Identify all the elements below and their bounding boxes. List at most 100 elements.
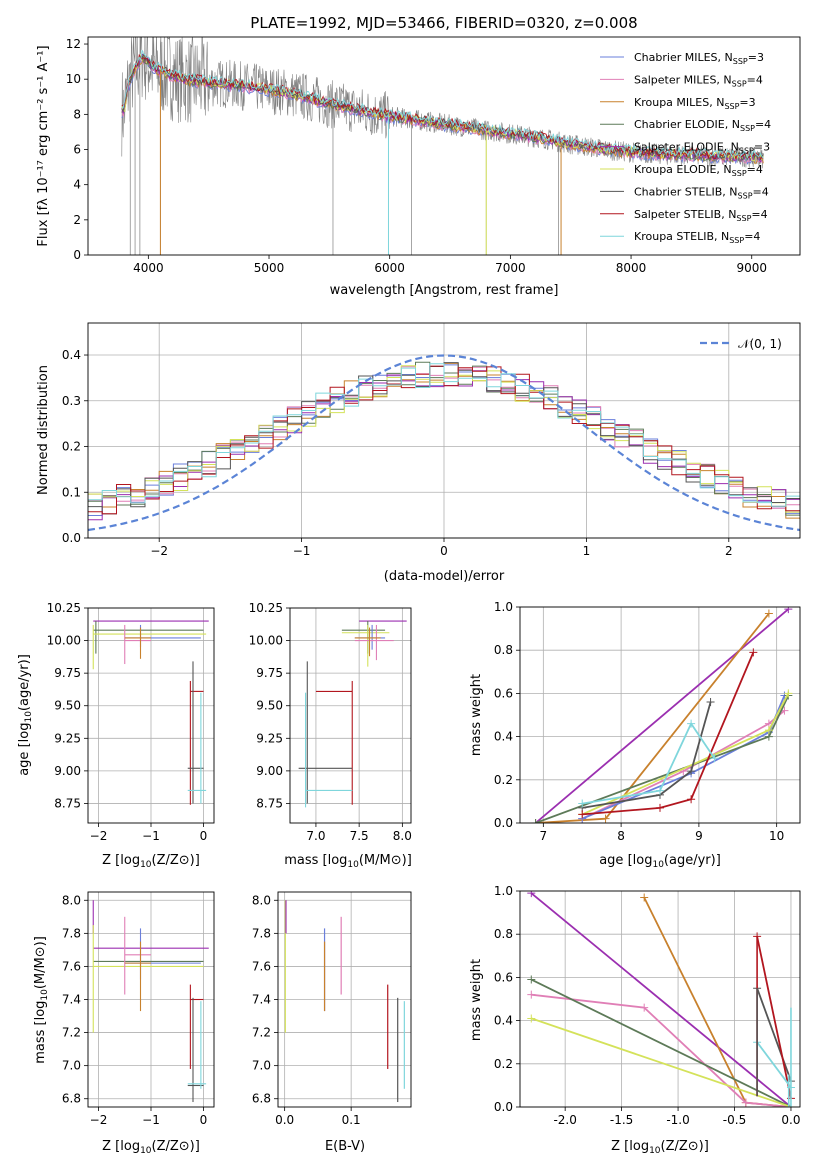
x-tick-label: 4000 — [133, 261, 164, 275]
legend-label: Salpeter STELIB, NSSP=4 — [634, 208, 768, 223]
x-tick-label: 1 — [583, 544, 591, 558]
legend-label: Chabrier STELIB, NSSP=4 — [634, 185, 769, 200]
weight-vs-Z-panel-frame — [519, 890, 801, 1108]
spectrum-panel-ticks: 4000 5000 6000 7000 8000 9000 0 2 4 6 8 10 12 — [66, 37, 767, 275]
x-axis-label: age [log10(age/yr)] — [599, 853, 721, 870]
legend-label: Kroupa MILES, NSSP=3 — [634, 96, 756, 111]
weight-marker — [527, 1014, 536, 1023]
y-tick-label: 12 — [66, 37, 81, 51]
residual-panel-plot — [88, 354, 800, 532]
weight-series — [582, 652, 755, 816]
x-axis-label: (data-model)/error — [384, 569, 505, 584]
weight-vs-Z-panel-ticks: -2.0 -1.5 -1.0 -0.5 0.0 0.0 0.2 0.4 0.6 0.8 1.0 — [494, 884, 801, 1127]
weight-marker — [710, 754, 719, 763]
weight-marker — [764, 726, 773, 735]
weight-marker — [784, 607, 793, 614]
mass-vs-Z-panel: −2 −1 0 6.8 7.0 7.2 7.4 7.6 7.8 8.0 — [62, 891, 215, 1127]
legend-label: Kroupa STELIB, NSSP=4 — [634, 230, 760, 245]
weight-marker — [749, 648, 758, 657]
weight-marker — [741, 1098, 750, 1107]
age-vs-Z-panel-plot — [92, 620, 209, 805]
x-tick-label: 7.0 — [306, 829, 325, 843]
y-tick-label: 0.6 — [494, 970, 513, 984]
x-tick-label: −1 — [142, 1113, 160, 1127]
spectrum-legend: Chabrier MILES, NSSP=3 Salpeter MILES, NS… — [600, 51, 771, 245]
y-tick-label: 0.8 — [494, 927, 513, 941]
y-tick-label: 7.0 — [62, 1059, 81, 1073]
age-vs-mass-panel-frame — [289, 607, 412, 824]
y-tick-label: 0.2 — [494, 773, 513, 787]
y-tick-label: 0.2 — [62, 440, 81, 454]
weight-marker — [640, 1003, 649, 1012]
weight-series — [535, 695, 790, 823]
mass-vs-ebv-panel-grid — [278, 892, 411, 1107]
weight-series — [530, 978, 792, 1107]
x-tick-label: 8000 — [616, 261, 647, 275]
age-vs-mass-panel: 7.0 7.5 8.0 8.75 9.00 9.25 9.50 9.75 10.00 10.25 — [249, 601, 412, 843]
weight-vs-Z-panel: -2.0 -1.5 -1.0 -0.5 0.0 0.0 0.2 0.4 0.6 0.8 1.0 — [494, 884, 801, 1127]
y-tick-label: 7.2 — [62, 1026, 81, 1040]
weight-marker — [531, 819, 540, 823]
residual-histogram — [88, 363, 800, 507]
y-tick-label: 0.4 — [494, 730, 513, 744]
y-tick-label: 1.0 — [494, 600, 513, 614]
x-axis-label: mass [log10(M/M⊙)] — [284, 853, 412, 870]
y-tick-label: 10.00 — [47, 634, 81, 648]
y-tick-label: 0 — [73, 248, 81, 262]
x-tick-label: −2 — [90, 1113, 108, 1127]
x-tick-label: 0.0 — [781, 1113, 800, 1127]
x-tick-label: 9 — [695, 829, 703, 843]
x-axis-label: E(B-V) — [325, 1139, 365, 1154]
weight-series — [535, 608, 789, 823]
y-tick-label: 7.4 — [62, 993, 81, 1007]
y-tick-label: 0.0 — [494, 816, 513, 830]
age-vs-mass-panel-plot — [298, 620, 407, 808]
y-axis-label: mass weight — [469, 674, 484, 756]
legend-label: Chabrier ELODIE, NSSP=4 — [634, 118, 771, 133]
weight-marker — [687, 767, 696, 776]
y-tick-label: 9.00 — [256, 764, 283, 778]
legend-label: Salpeter MILES, NSSP=4 — [634, 73, 763, 88]
y-tick-label: 9.25 — [54, 731, 81, 745]
y-tick-label: 7.6 — [252, 959, 271, 973]
x-tick-label: −2 — [90, 829, 108, 843]
x-tick-label: 0 — [440, 544, 448, 558]
residual-panel: −2 −1 0 1 2 0.0 0.1 0.2 0.3 0.4 — [62, 322, 801, 558]
y-axis-label: mass [log10(M/M⊙)] — [33, 936, 50, 1064]
x-tick-label: 9000 — [736, 261, 767, 275]
y-tick-label: 9.50 — [54, 699, 81, 713]
weight-marker — [687, 719, 696, 728]
weight-marker — [764, 609, 773, 618]
weight-marker — [527, 975, 536, 984]
y-tick-label: 0.0 — [494, 1100, 513, 1114]
weight-vs-age-panel-ticks: 7 8 9 10 0.0 0.2 0.4 0.6 0.8 1.0 — [494, 600, 784, 843]
weight-series — [582, 721, 716, 805]
residual-panel-ticks: −2 −1 0 1 2 0.0 0.1 0.2 0.3 0.4 — [62, 348, 733, 558]
weight-marker — [656, 803, 664, 812]
y-tick-label: 0.4 — [494, 1014, 513, 1028]
x-tick-label: 8.0 — [393, 829, 412, 843]
x-tick-label: 7000 — [495, 261, 526, 275]
y-tick-label: 10.25 — [249, 601, 283, 615]
x-tick-label: -2.0 — [553, 1113, 576, 1127]
y-tick-label: 9.25 — [256, 731, 283, 745]
y-axis-label: Flux [fλ 10⁻¹⁷ erg cm⁻² s⁻¹ A⁻¹] — [36, 45, 51, 246]
mass-vs-ebv-panel-plot — [284, 900, 405, 1103]
weight-marker — [527, 990, 536, 999]
y-tick-label: 7.2 — [252, 1026, 271, 1040]
x-tick-label: −2 — [150, 544, 168, 558]
x-tick-label: 7 — [540, 829, 548, 843]
normal-reference-curve — [88, 354, 800, 532]
weight-marker — [601, 814, 610, 823]
x-tick-label: -0.5 — [723, 1113, 746, 1127]
spectrum-panel-plot — [121, 37, 765, 255]
x-tick-label: −1 — [142, 829, 160, 843]
spectrum-panel-frame — [87, 36, 801, 256]
weight-series — [756, 1041, 792, 1089]
weight-marker — [706, 698, 715, 707]
y-tick-label: 9.00 — [54, 764, 81, 778]
y-tick-label: 6.8 — [62, 1092, 81, 1106]
weight-vs-age-panel-plot — [531, 607, 793, 823]
x-axis-label: wavelength [Angstrom, rest frame] — [330, 283, 559, 298]
